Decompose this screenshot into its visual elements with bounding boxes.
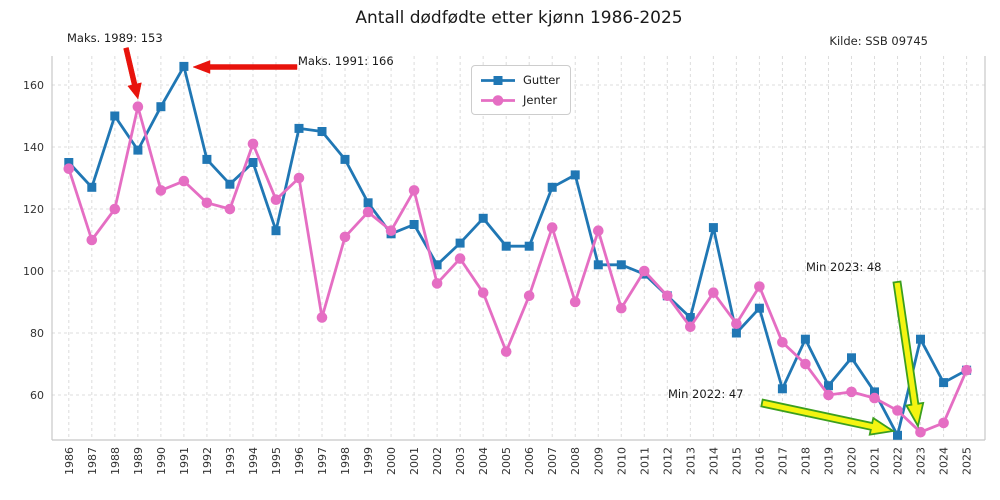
svg-text:2021: 2021 — [869, 447, 882, 475]
svg-text:1995: 1995 — [270, 447, 283, 475]
svg-text:1987: 1987 — [86, 447, 99, 475]
legend-marker-gutter — [481, 75, 515, 85]
annotation-min-2023: Min 2023: 48 — [806, 260, 882, 274]
svg-text:2011: 2011 — [638, 447, 651, 475]
svg-text:2008: 2008 — [569, 447, 582, 475]
svg-text:1996: 1996 — [293, 447, 306, 475]
svg-text:2024: 2024 — [938, 447, 951, 475]
svg-text:2017: 2017 — [776, 447, 789, 475]
svg-text:2018: 2018 — [799, 447, 812, 475]
chart-title: Antall dødfødte etter kjønn 1986-2025 — [355, 8, 683, 28]
svg-text:2003: 2003 — [454, 447, 467, 475]
svg-text:1990: 1990 — [155, 447, 168, 475]
svg-text:2016: 2016 — [753, 447, 766, 475]
svg-text:2002: 2002 — [431, 447, 444, 475]
legend-item-jenter: Jenter — [480, 92, 560, 108]
svg-text:2004: 2004 — [477, 447, 490, 475]
svg-text:2007: 2007 — [546, 447, 559, 475]
svg-text:1988: 1988 — [109, 447, 122, 475]
annotation-arrows — [123, 47, 925, 436]
axes-spines — [51, 56, 986, 441]
legend-marker-jenter — [481, 94, 515, 106]
svg-text:2013: 2013 — [684, 447, 697, 475]
x-axis-labels: 1986 1987 1988 1989 1990 1991 1992 1993 1994 1995… — [63, 447, 974, 475]
svg-text:2012: 2012 — [661, 447, 674, 475]
svg-text:2006: 2006 — [523, 447, 536, 475]
source-note: Kilde: SSB 09745 — [829, 34, 928, 48]
svg-text:2010: 2010 — [615, 447, 628, 475]
svg-text:1998: 1998 — [339, 447, 352, 475]
svg-text:160: 160 — [23, 79, 44, 92]
svg-text:1993: 1993 — [224, 447, 237, 475]
svg-text:1997: 1997 — [316, 447, 329, 475]
svg-text:80: 80 — [30, 327, 44, 340]
svg-text:2019: 2019 — [822, 447, 835, 475]
svg-text:1992: 1992 — [201, 447, 214, 475]
svg-text:120: 120 — [23, 203, 44, 216]
svg-text:2000: 2000 — [385, 447, 398, 475]
svg-text:2022: 2022 — [892, 447, 905, 475]
svg-text:2015: 2015 — [730, 447, 743, 475]
svg-text:1989: 1989 — [132, 447, 145, 475]
svg-text:100: 100 — [23, 265, 44, 278]
annotation-maks-1991: Maks. 1991: 166 — [298, 54, 394, 68]
legend: Gutter Jenter — [471, 65, 572, 115]
legend-item-gutter: Gutter — [480, 72, 560, 88]
annotation-min-2022: Min 2022: 47 — [668, 387, 744, 401]
svg-text:140: 140 — [23, 141, 44, 154]
svg-text:2001: 2001 — [408, 447, 421, 475]
svg-text:1986: 1986 — [63, 447, 76, 475]
legend-label-jenter: Jenter — [523, 92, 558, 107]
y-axis-labels: 60 80 100 120 140 160 — [23, 79, 44, 402]
svg-text:2005: 2005 — [500, 447, 513, 475]
svg-text:2020: 2020 — [845, 447, 858, 475]
svg-text:2014: 2014 — [707, 447, 720, 475]
svg-text:1991: 1991 — [178, 447, 191, 475]
legend-label-gutter: Gutter — [523, 72, 561, 87]
svg-text:60: 60 — [30, 389, 44, 402]
series-gutter — [64, 61, 972, 440]
svg-text:1999: 1999 — [362, 447, 375, 475]
svg-text:2023: 2023 — [915, 447, 928, 475]
svg-text:2025: 2025 — [961, 447, 974, 475]
annotation-maks-1989: Maks. 1989: 153 — [67, 31, 163, 45]
series-jenter — [63, 101, 972, 438]
svg-text:2009: 2009 — [592, 447, 605, 475]
svg-text:1994: 1994 — [247, 447, 260, 475]
